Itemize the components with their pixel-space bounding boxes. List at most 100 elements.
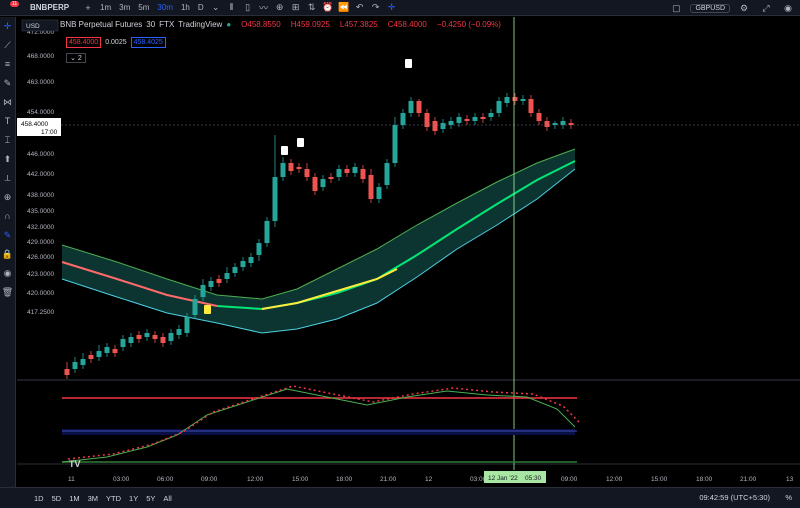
price-label: 468.0000 [27, 53, 54, 60]
chevron-down-icon[interactable]: ⌄ [211, 2, 220, 12]
arrow-up-tool-icon[interactable]: ⬆ [3, 154, 12, 164]
compare-icon[interactable]: ⇅ [307, 2, 316, 12]
range-1d[interactable]: 1D [34, 493, 44, 503]
candle-body [336, 169, 342, 177]
candle-body [352, 167, 358, 173]
signal-markers [204, 59, 412, 314]
bid-price[interactable]: 458.4000 [66, 37, 102, 48]
trendline-tool-icon[interactable]: ⟋ [4, 40, 11, 50]
replay-icon[interactable]: ⏪ [338, 2, 350, 12]
range-5y[interactable]: 5Y [146, 493, 156, 503]
candle-body [344, 169, 350, 173]
camera-icon[interactable]: ◉ [784, 2, 792, 13]
price-label: 438.0000 [27, 192, 54, 199]
time-label: 13 [786, 476, 794, 483]
timeframe-d[interactable]: D [197, 3, 204, 12]
lock-draw-icon[interactable]: ✎ [3, 230, 12, 240]
text-tool-icon[interactable]: T [4, 116, 11, 126]
indicators-collapse-button[interactable]: ⌄ 2 [66, 53, 86, 63]
candle-body [312, 177, 318, 191]
clock-label[interactable]: 09:42:59 (UTC+5:30) [699, 493, 770, 502]
trash-icon[interactable]: 🗑 [1, 287, 14, 297]
currency-label-box[interactable] [21, 19, 59, 32]
bid-ask-box: 458.4000 0.0025 458.4025 [66, 37, 166, 48]
bottom-toolbar: 1D 5D 1M 3M YTD 1Y 5Y All 09:42:59 (UTC+… [0, 487, 800, 508]
candle-body [488, 113, 494, 117]
candle-body [440, 123, 446, 129]
price-label: 417.2500 [27, 309, 54, 316]
fullscreen-icon[interactable]: ⤢ [762, 2, 770, 13]
candle-body [376, 187, 382, 199]
envelope-upper-line [61, 148, 576, 300]
source-label: TradingView [178, 20, 223, 29]
candle-body [560, 121, 566, 125]
exchange-label: FTX [159, 20, 175, 29]
undo-icon[interactable]: ↶ [355, 2, 364, 12]
line-style-icon[interactable]: 〰 [259, 3, 269, 13]
candle-body [512, 97, 518, 101]
settings-icon[interactable]: ⚙ [739, 2, 749, 13]
timeframe-3m[interactable]: 3m [119, 3, 131, 12]
layout-icon[interactable]: ⊞ [291, 2, 300, 12]
lock-icon[interactable]: 🔒 [1, 249, 14, 259]
price-label: 423.0000 [27, 271, 54, 278]
projection-tool-icon[interactable]: ⌶ [4, 135, 11, 145]
range-1y[interactable]: 1Y [129, 493, 139, 503]
symbol-search[interactable]: BNBPERP [30, 3, 70, 12]
candle-body [168, 333, 174, 341]
magnet-icon[interactable]: ∩ [4, 211, 11, 221]
ask-price[interactable]: 458.4025 [130, 37, 166, 48]
candle-style-icon[interactable]: ▯ [245, 2, 251, 12]
indicators-icon[interactable]: ⊕ [275, 2, 284, 12]
candle-body [256, 243, 262, 255]
crosshair-icon[interactable]: ✛ [387, 2, 396, 12]
percent-toggle[interactable]: % [785, 493, 792, 502]
range-all[interactable]: All [163, 493, 172, 503]
time-label: 03:00 [470, 476, 487, 483]
brush-tool-icon[interactable]: ✎ [3, 78, 12, 88]
crosshair-date-label: 12 Jan '22 [488, 475, 518, 482]
eye-icon[interactable]: ◉ [3, 268, 12, 278]
range-ytd[interactable]: YTD [106, 493, 122, 503]
symbol-name[interactable]: BNB Perpetual Futures [60, 20, 143, 29]
redo-icon[interactable]: ↷ [371, 2, 380, 12]
candle-body [432, 121, 438, 131]
alert-icon[interactable]: ⏰ [322, 2, 334, 12]
timeframe-5m[interactable]: 5m [138, 3, 150, 12]
price-label: 472.0000 [27, 29, 54, 36]
time-label: 18:00 [336, 476, 353, 483]
candle-body [184, 317, 190, 333]
candle-body [360, 169, 366, 179]
range-5d[interactable]: 5D [51, 493, 62, 503]
add-symbol-icon[interactable]: + [85, 2, 91, 13]
candle-body [408, 101, 414, 113]
timeframe-1m[interactable]: 1m [100, 3, 112, 12]
crosshair-tool-icon[interactable]: ✛ [3, 21, 12, 31]
time-label: 21:00 [740, 476, 757, 483]
fib-tool-icon[interactable]: ≡ [4, 59, 11, 69]
candle-body [64, 369, 70, 375]
currency-selector[interactable]: GBPUSD [690, 3, 730, 13]
candle-body [88, 355, 94, 359]
moving-average-line-red [61, 261, 218, 307]
spread-value: 0.0025 [105, 39, 127, 46]
tradingview-logo: TV [69, 459, 81, 469]
price-label: 426.0000 [27, 254, 54, 261]
candle-body [104, 347, 110, 353]
candle-body [288, 163, 294, 171]
zoom-icon[interactable]: ⊕ [3, 192, 12, 202]
pattern-tool-icon[interactable]: ⋈ [3, 97, 12, 107]
range-3m[interactable]: 3M [87, 493, 99, 503]
candle-body [72, 362, 78, 369]
time-label: 11 [68, 476, 75, 483]
status-dot-icon: ● [226, 20, 232, 29]
chart-area[interactable]: TV 472.0000468.0000463.0000454.0000450.0… [17, 17, 800, 487]
bar-style-icon[interactable]: ⫴ [229, 2, 234, 12]
ruler-tool-icon[interactable]: ⟂ [4, 173, 11, 183]
fullscreen-layout-icon[interactable]: ▢ [672, 2, 681, 13]
candle-body [144, 333, 150, 337]
candle-body [568, 123, 574, 125]
timeframe-1h[interactable]: 1h [180, 3, 190, 12]
range-1m[interactable]: 1M [69, 493, 80, 503]
timeframe-30m[interactable]: 30m [157, 3, 173, 12]
